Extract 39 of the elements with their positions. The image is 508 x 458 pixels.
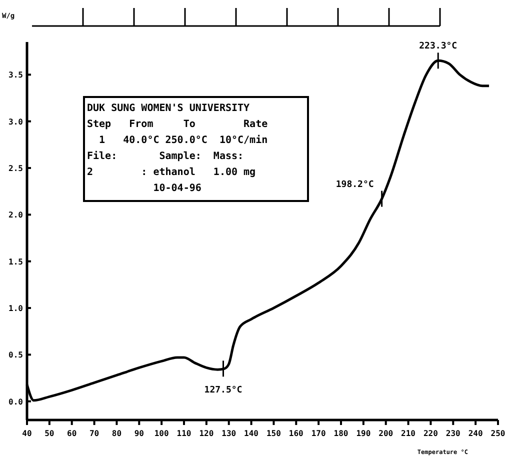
y-tick-label: 2.0 <box>8 210 24 220</box>
y-tick-label: 2.5 <box>8 164 24 173</box>
x-tick-label: 40 <box>22 429 32 438</box>
y-tick-label: 3.5 <box>8 70 24 80</box>
annotation: Step From To Rate <box>87 119 268 130</box>
x-tick-label: 160 <box>288 429 304 438</box>
x-tick-label: 170 <box>311 429 326 438</box>
x-tick-label: 80 <box>112 429 122 438</box>
annotation: DUK SUNG WOMEN'S UNIVERSITY <box>87 103 250 114</box>
x-tick-label: 140 <box>244 429 259 438</box>
y-tick-label: 3.0 <box>8 117 24 126</box>
annotation: 1 40.0°C 250.0°C 10°C/min <box>87 134 268 146</box>
annotation: File: Sample: Mass: <box>87 150 244 162</box>
x-tick-label: 130 <box>222 429 236 438</box>
x-tick-label: 100 <box>154 429 169 438</box>
y-tick-label: 1.5 <box>8 257 24 266</box>
y-tick-label: 1.0 <box>8 304 24 313</box>
x-tick-label: 210 <box>401 429 416 438</box>
x-tick-label: 150 <box>266 429 282 438</box>
annotation: 2 : ethanol 1.00 mg <box>87 167 256 178</box>
x-tick-label: 230 <box>446 429 461 438</box>
x-tick-label: 120 <box>199 429 214 438</box>
x-tick-label: 60 <box>67 429 77 438</box>
annotation: 198.2°C <box>336 180 374 190</box>
annotation: 127.5°C <box>204 386 242 396</box>
annotation: 223.3°C <box>419 42 458 52</box>
x-tick-label: 250 <box>490 429 506 438</box>
x-tick-label: 180 <box>334 429 348 438</box>
annotation: 10-04-96 <box>87 183 202 194</box>
y-tick-label: 0.5 <box>8 350 24 360</box>
x-tick-label: 240 <box>468 429 483 438</box>
x-tick-label: 220 <box>423 429 438 438</box>
x-tick-label: 110 <box>176 429 192 438</box>
x-tick-label: 50 <box>44 429 54 438</box>
y-tick-label: 0.0 <box>8 397 24 406</box>
x-tick-label: 200 <box>378 429 394 438</box>
x-tick-label: 70 <box>89 429 100 438</box>
x-tick-label: 90 <box>134 429 144 438</box>
x-tick-label: 190 <box>356 429 371 438</box>
